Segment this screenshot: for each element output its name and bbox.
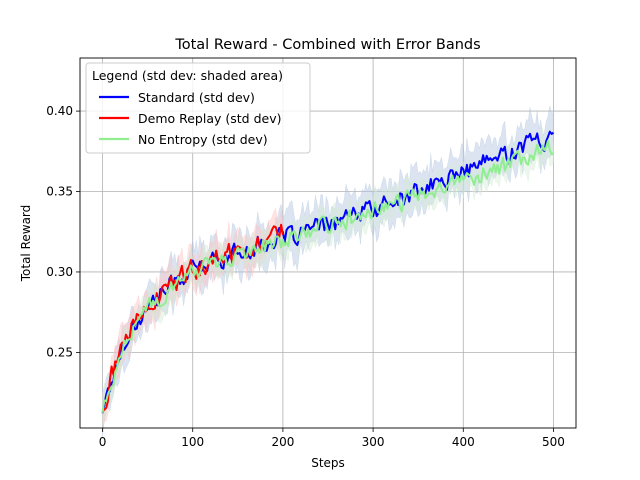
x-tick-label: 200 <box>271 435 294 449</box>
x-tick-label: 300 <box>362 435 385 449</box>
x-axis-label: Steps <box>311 456 345 470</box>
y-tick-label: 0.35 <box>46 185 73 199</box>
series-line-demo-replay <box>101 223 284 413</box>
y-axis-ticks: 0.25 0.30 0.35 0.40 <box>46 104 80 359</box>
x-axis-ticks: 0 100 200 300 400 500 <box>99 428 565 449</box>
y-tick-label: 0.30 <box>46 265 73 279</box>
series-line-no-entropy <box>101 139 555 413</box>
plot-frame <box>79 57 577 429</box>
series-lines <box>101 130 555 414</box>
legend-label-standard: Standard (std dev) <box>138 90 255 105</box>
y-tick-label: 0.25 <box>46 345 73 359</box>
legend: Legend (std dev: shaded area) Standard (… <box>85 62 311 154</box>
y-tick-label: 0.40 <box>46 104 73 118</box>
x-tick-label: 0 <box>99 435 107 449</box>
legend-title: Legend (std dev: shaded area) <box>92 68 283 83</box>
y-axis-label: Total Reward <box>19 205 33 283</box>
legend-box <box>85 62 311 154</box>
legend-label-demo-replay: Demo Replay (std dev) <box>138 111 281 126</box>
error-band-demo-replay <box>102 207 284 431</box>
x-tick-label: 400 <box>452 435 475 449</box>
x-tick-label: 500 <box>542 435 565 449</box>
x-tick-label: 100 <box>181 435 204 449</box>
legend-label-no-entropy: No Entropy (std dev) <box>138 132 268 147</box>
chart-title: Total Reward - Combined with Error Bands <box>174 37 480 53</box>
